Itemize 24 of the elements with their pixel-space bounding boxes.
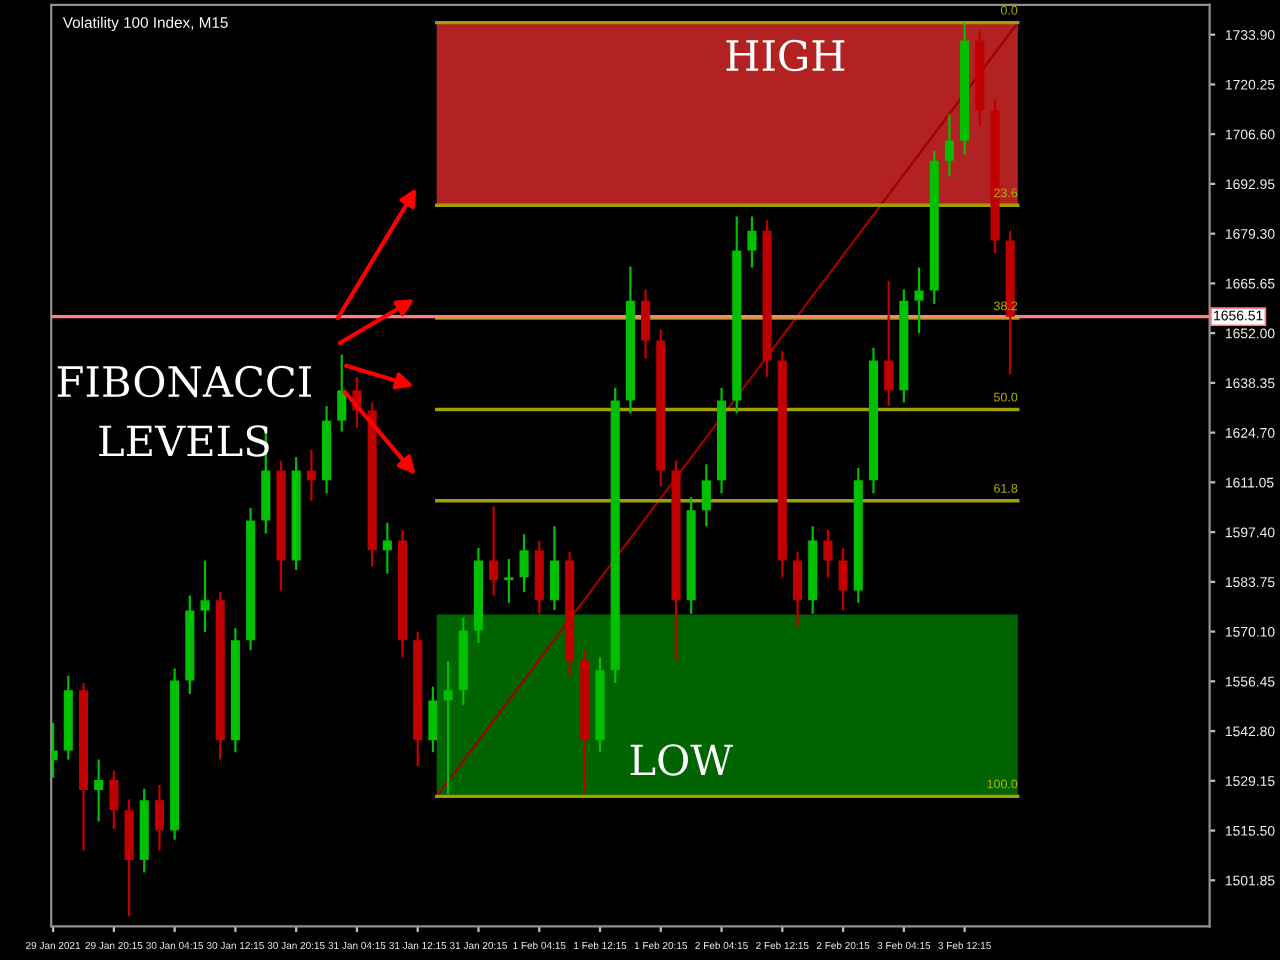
candlestick bbox=[489, 505, 499, 597]
candlestick bbox=[701, 463, 711, 528]
candlestick bbox=[823, 528, 833, 579]
candlestick bbox=[154, 783, 164, 852]
candlestick bbox=[337, 353, 347, 433]
candlestick bbox=[838, 547, 848, 612]
candlestick bbox=[884, 279, 894, 408]
candlestick bbox=[944, 113, 954, 178]
candlestick bbox=[549, 525, 559, 612]
band-label: HIGH bbox=[726, 39, 845, 72]
candlestick bbox=[792, 550, 803, 628]
candlestick bbox=[109, 769, 119, 830]
band-label: LOW bbox=[630, 744, 733, 776]
candlestick bbox=[504, 557, 514, 604]
candlestick bbox=[94, 758, 104, 823]
candlestick bbox=[914, 266, 924, 335]
candlestick bbox=[641, 288, 651, 360]
candlestick bbox=[747, 215, 757, 269]
candlestick bbox=[306, 448, 316, 502]
candlestick bbox=[519, 533, 529, 593]
candlestick bbox=[428, 685, 438, 754]
candlestick bbox=[382, 521, 392, 575]
candlestick bbox=[200, 559, 210, 634]
candlestick bbox=[443, 660, 453, 796]
